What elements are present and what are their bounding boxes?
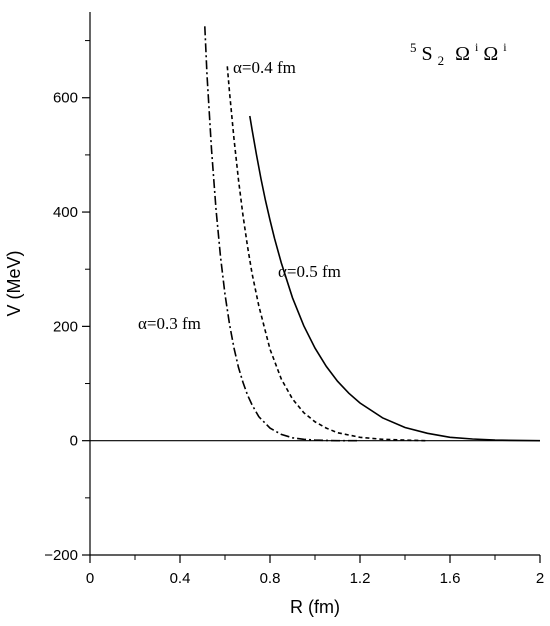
state-label-omega-2: Ω [483,43,498,65]
series-line-alpha-0-5 [249,115,541,442]
x-tick-label: 0.8 [260,570,281,587]
state-label-omega-1: Ω [455,43,470,65]
state-label-omega-2-sup: i [503,40,507,54]
y-ticks: −200 0 200 400 600 [44,40,90,564]
series-line-alpha-0-3 [204,26,360,442]
plot-frame [89,12,540,556]
series-label-alpha-0-3: α=0.3 fm [138,314,201,333]
series-layer [204,26,541,442]
y-tick-label: −200 [44,547,78,564]
series-line-alpha-0-4 [226,66,428,442]
x-tick-label: 0.4 [170,570,191,587]
y-tick-label: 200 [53,318,78,335]
series-label-alpha-0-4: α=0.4 fm [233,58,296,77]
series-label-alpha-0-5: α=0.5 fm [278,262,341,281]
state-label: 5 S 2 Ω i Ω i [410,34,507,70]
x-tick-label: 0 [86,570,94,587]
state-label-omega-1-sup: i [475,40,479,54]
x-tick-label: 1.2 [350,570,371,587]
y-tick-label: 0 [70,433,78,450]
y-tick-label: 400 [53,204,78,221]
x-tick-label: 1.6 [440,570,461,587]
state-label-main: S [422,43,433,65]
x-ticks: 0 0.4 0.8 1.2 1.6 2 [86,555,544,587]
y-tick-label: 600 [53,90,78,107]
state-label-sub: 2 [438,53,445,68]
state-label-sup: 5 [410,40,417,55]
x-axis-title: R (fm) [290,597,340,617]
x-tick-label: 2 [536,570,544,587]
y-axis-title: V (MeV) [4,250,24,316]
